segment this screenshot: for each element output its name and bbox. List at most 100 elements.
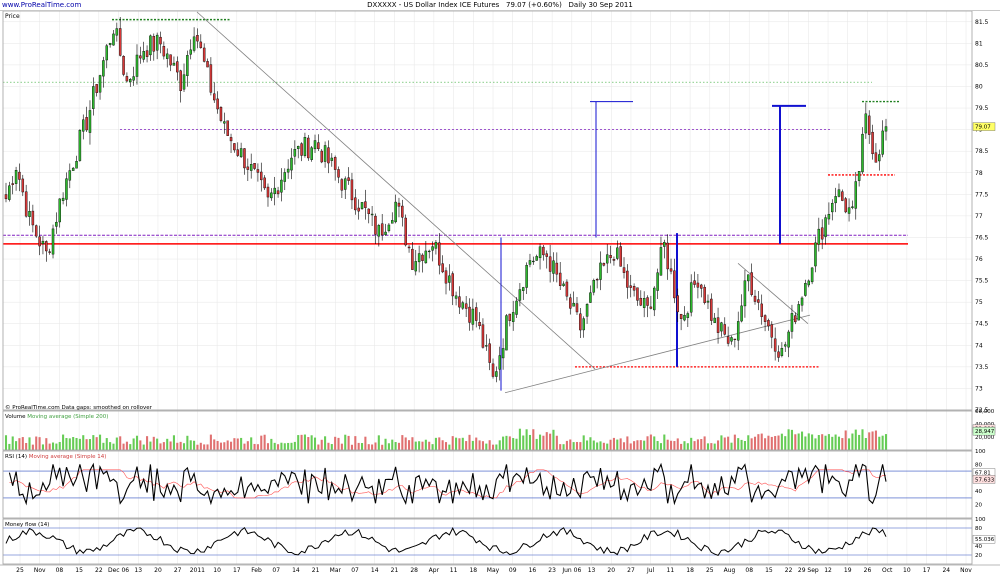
price-tick-label: 75.5 bbox=[975, 278, 989, 285]
volume-bar bbox=[471, 440, 474, 450]
volume-bar bbox=[209, 434, 212, 450]
panel-frame bbox=[2, 10, 973, 411]
volume-bar bbox=[280, 442, 283, 450]
volume-bar bbox=[149, 441, 152, 450]
volume-bar bbox=[58, 441, 61, 450]
candle-body bbox=[58, 198, 61, 223]
time-tick-label: 14 bbox=[292, 567, 300, 574]
mfi-tick-label: 20 bbox=[975, 553, 982, 559]
volume-bar bbox=[851, 433, 854, 450]
candle-body bbox=[495, 371, 498, 377]
candle-body bbox=[884, 126, 888, 132]
volume-bar bbox=[575, 441, 579, 450]
volume-bar bbox=[334, 436, 337, 450]
panel-frame bbox=[2, 518, 973, 565]
volume-bar bbox=[102, 442, 105, 450]
candle-body bbox=[787, 331, 790, 348]
time-tick-label: 29 Sep bbox=[798, 567, 819, 574]
volume-bar bbox=[864, 438, 867, 450]
money-flow-line bbox=[5, 526, 887, 557]
volume-bar bbox=[75, 437, 78, 450]
volume-bar bbox=[48, 443, 51, 450]
time-tick-label: 20 bbox=[607, 567, 615, 574]
volume-bar bbox=[733, 434, 736, 450]
candle-body bbox=[743, 280, 747, 307]
candle-body bbox=[747, 274, 750, 282]
volume-bar bbox=[884, 434, 888, 450]
volume-bar bbox=[542, 435, 545, 450]
rsi-panel-label: RSI (14) Moving average (Simple 14) bbox=[5, 454, 106, 460]
candle-body bbox=[115, 28, 119, 36]
price-tick-label: 75 bbox=[975, 299, 983, 306]
brand-label[interactable]: www.ProRealTime.com bbox=[2, 1, 82, 9]
volume-bar bbox=[273, 442, 276, 450]
candle-body bbox=[182, 74, 186, 90]
volume-bars[interactable] bbox=[4, 428, 888, 450]
volume-bar bbox=[643, 440, 646, 450]
candle-body bbox=[485, 345, 488, 347]
volume-bar bbox=[424, 439, 427, 450]
candle-body bbox=[152, 36, 156, 52]
price-candles[interactable] bbox=[4, 17, 888, 383]
volume-bar bbox=[18, 438, 21, 450]
volume-bar bbox=[206, 444, 209, 450]
time-tick-label: 13 bbox=[134, 567, 142, 574]
title-last: 79.07 (+0.60%) bbox=[505, 1, 562, 9]
candle-body bbox=[511, 312, 515, 322]
candle-body bbox=[125, 76, 129, 82]
candle-body bbox=[562, 283, 565, 286]
candle-body bbox=[810, 267, 814, 283]
volume-bar bbox=[172, 435, 175, 450]
volume-bar bbox=[874, 430, 877, 450]
candle-body bbox=[767, 320, 770, 327]
volume-bar bbox=[656, 441, 659, 450]
volume-bar bbox=[65, 438, 68, 450]
volume-bar bbox=[703, 436, 706, 450]
volume-bar bbox=[740, 439, 743, 450]
volume-bar bbox=[129, 444, 132, 450]
volume-bar bbox=[589, 437, 592, 450]
volume-bar bbox=[28, 437, 31, 450]
volume-bar bbox=[807, 433, 810, 450]
volume-bar bbox=[817, 435, 820, 450]
volume-bar bbox=[686, 443, 689, 450]
volume-bar bbox=[837, 436, 841, 450]
volume-bar bbox=[21, 437, 24, 450]
candle-body bbox=[820, 227, 824, 240]
volume-bar bbox=[109, 442, 112, 450]
volume-bar bbox=[51, 442, 55, 450]
candle-body bbox=[236, 149, 239, 156]
volume-bar bbox=[384, 438, 387, 450]
candle-body bbox=[642, 298, 646, 308]
volume-bar bbox=[357, 442, 360, 450]
price-tick-label: 80.5 bbox=[975, 62, 989, 69]
rsi-path bbox=[8, 462, 887, 506]
volume-bar bbox=[868, 432, 871, 450]
candle-body bbox=[95, 84, 98, 93]
candle-body bbox=[122, 55, 125, 75]
candle-body bbox=[478, 322, 481, 327]
price-tick-label: 73.5 bbox=[975, 364, 989, 371]
candle-body bbox=[296, 145, 300, 149]
candle-body bbox=[343, 178, 347, 190]
candle-body bbox=[565, 281, 569, 297]
candle-body bbox=[176, 61, 179, 73]
candle-body bbox=[307, 137, 310, 159]
volume-bar bbox=[461, 437, 464, 450]
volume-bar bbox=[119, 436, 122, 450]
candle-body bbox=[874, 152, 878, 163]
volume-bar bbox=[780, 433, 783, 450]
volume-bar bbox=[532, 429, 535, 450]
time-tick-label: 27 bbox=[174, 567, 182, 574]
candle-body bbox=[357, 207, 360, 212]
volume-bar bbox=[730, 442, 733, 450]
volume-ma-tag: 28,947 bbox=[975, 429, 995, 435]
volume-bar bbox=[565, 440, 568, 450]
candle-body bbox=[186, 55, 189, 76]
price-tick-label: 80 bbox=[975, 83, 983, 90]
volume-bar bbox=[313, 437, 317, 450]
volume-bar bbox=[444, 442, 448, 450]
volume-bar bbox=[374, 442, 377, 450]
candle-body bbox=[857, 171, 861, 181]
volume-bar bbox=[62, 434, 65, 450]
